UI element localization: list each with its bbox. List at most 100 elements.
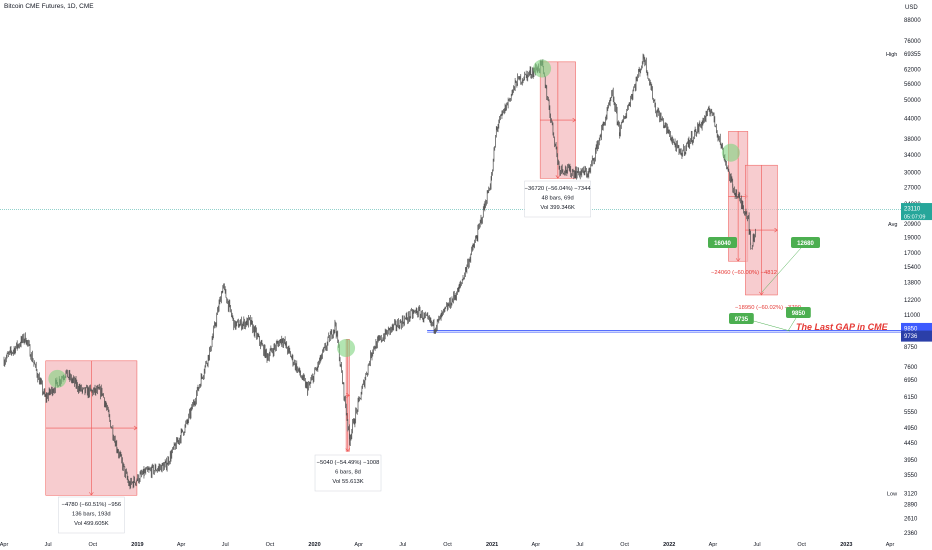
- price-tick-label: 8750: [904, 345, 918, 351]
- current-price-badge-bg: [901, 203, 932, 221]
- range1-label-box: [58, 496, 125, 534]
- price-tick-label: 20900: [904, 222, 921, 228]
- avg-label: Avg: [888, 222, 897, 228]
- price-tick-label: 3120: [904, 491, 918, 497]
- time-tick-label: 2023: [840, 542, 852, 548]
- current-price-badge-countdown: 05:07:09: [904, 215, 925, 221]
- price-tick-label: 6150: [904, 395, 918, 401]
- price-tick-label: 3950: [904, 458, 918, 464]
- measure-ranges: [45, 61, 778, 496]
- measure-arrow-right: [774, 227, 778, 233]
- range1-label-text: Vol 499.605K: [74, 521, 109, 527]
- callout-12680-badge: [791, 237, 820, 248]
- price-tick-label: 2890: [904, 502, 918, 508]
- callout-16040-text: 16040: [714, 241, 731, 247]
- time-tick-label: Jul: [576, 542, 583, 548]
- price-tick-label: 2610: [904, 517, 918, 523]
- callout-9735-badge: [729, 313, 754, 324]
- time-tick-label: Apr: [532, 542, 541, 548]
- range5-label: −18950 (−60.02%) −3790: [735, 305, 801, 311]
- gap-upper-badge-text: 9850: [904, 326, 918, 332]
- time-tick-label: Oct: [620, 542, 629, 548]
- time-tick-label: Apr: [0, 542, 8, 548]
- callout-leader: [787, 317, 797, 332]
- measure-arrow-right: [346, 393, 351, 398]
- range3-label-text: Vol 399.346K: [540, 205, 575, 211]
- price-tick-label: 50000: [904, 98, 921, 104]
- highlight-circle: [337, 339, 356, 358]
- measure-arrow-down: [89, 492, 94, 496]
- range2-label-box: [314, 454, 382, 492]
- price-tick-label: 15400: [904, 265, 921, 271]
- gap-lower-badge-text: 9736: [904, 334, 918, 340]
- price-tick-label: 13800: [904, 281, 921, 287]
- highlight-circle: [48, 369, 67, 388]
- gap-annotation-text: The Last GAP in CME: [796, 322, 889, 332]
- time-tick-label: 2022: [663, 542, 675, 548]
- time-tick-label: Jul: [754, 542, 761, 548]
- range1-label-text: 136 bars, 193d: [72, 512, 111, 518]
- range2-label-text: Vol 55.613K: [332, 479, 363, 485]
- price-tick-label: 30000: [904, 171, 921, 177]
- measure-arrow-down: [345, 448, 351, 452]
- highlight-circle: [721, 143, 740, 162]
- range3-label-text: −36720 (−56.04%) −7344: [525, 186, 592, 192]
- gap-levels: [427, 330, 927, 333]
- price-tick-label: 17000: [904, 251, 921, 257]
- time-tick-label: Apr: [709, 542, 718, 548]
- range3-label-text: 48 bars, 69d: [542, 196, 574, 202]
- price-tick-label: 4950: [904, 426, 918, 432]
- time-tick-label: Oct: [443, 542, 452, 548]
- range1-label-text: −4780 (−60.51%) −956: [62, 502, 121, 508]
- time-tick-label: Jul: [399, 542, 406, 548]
- price-tick-label: 76000: [904, 39, 921, 45]
- measure-arrow-right: [572, 117, 577, 123]
- gap-lower-badge-bg: [901, 330, 932, 342]
- time-tick-label: Oct: [89, 542, 98, 548]
- price-tick-label: 5550: [904, 410, 918, 416]
- high-label: High: [886, 52, 897, 58]
- range3-label-box: [524, 180, 591, 218]
- highlight-circle: [533, 59, 552, 78]
- price-tick-label: 34000: [904, 153, 921, 159]
- callout-leader: [749, 319, 791, 332]
- time-tick-label: Oct: [797, 542, 806, 548]
- time-tick-label: Apr: [354, 542, 363, 548]
- time-tick-label: Apr: [177, 542, 186, 548]
- time-tick-label: Jul: [45, 542, 52, 548]
- low-label: Low: [887, 491, 897, 497]
- annotations: −4780 (−60.51%) −956 136 bars, 193d Vol 49…: [48, 59, 889, 534]
- price-tick-label: 11000: [904, 313, 921, 319]
- axis-currency-label: USD: [905, 5, 918, 11]
- gap-upper-badge-bg: [901, 322, 932, 334]
- price-tick-label: 2360: [904, 531, 918, 537]
- price-tick-label: 19000: [904, 235, 921, 241]
- time-tick-label: Apr: [886, 542, 895, 548]
- price-tick-label: 56000: [904, 82, 921, 88]
- range2-label-text: −5040 (−54.49%) −1008: [317, 460, 380, 466]
- price-tick-label: 88000: [904, 18, 921, 24]
- price-tick-label: 7600: [904, 365, 918, 371]
- callout-12680-text: 12680: [797, 241, 814, 247]
- measure-arrow-right: [133, 425, 138, 431]
- current-price-badge-text: 23110: [904, 207, 921, 213]
- measure-arrow-down: [555, 175, 561, 179]
- price-tick-label: 6950: [904, 378, 918, 384]
- callout-9735-text: 9735: [735, 317, 749, 323]
- time-tick-label: 2021: [486, 542, 498, 548]
- price-tick-label: 44000: [904, 116, 921, 122]
- measure-arrow-down: [759, 291, 764, 296]
- range2-label-text: 6 bars, 8d: [335, 470, 361, 476]
- price-tick-label: 69355: [904, 52, 921, 58]
- callout-leader: [761, 247, 802, 293]
- callout-9850-badge: [786, 307, 811, 318]
- range4-label: −24060 (−60.00%) −4812: [711, 270, 777, 276]
- time-tick-label: 2020: [308, 542, 320, 548]
- chart-title: Bitcoin CME Futures, 1D, CME: [4, 3, 94, 10]
- time-tick-label: 2019: [131, 542, 143, 548]
- axes: USD 88000 76000 69355 62000 56000 50000 44000 38…: [0, 5, 932, 548]
- candlesticks: [3, 53, 756, 490]
- callout-9850-text: 9850: [792, 311, 806, 317]
